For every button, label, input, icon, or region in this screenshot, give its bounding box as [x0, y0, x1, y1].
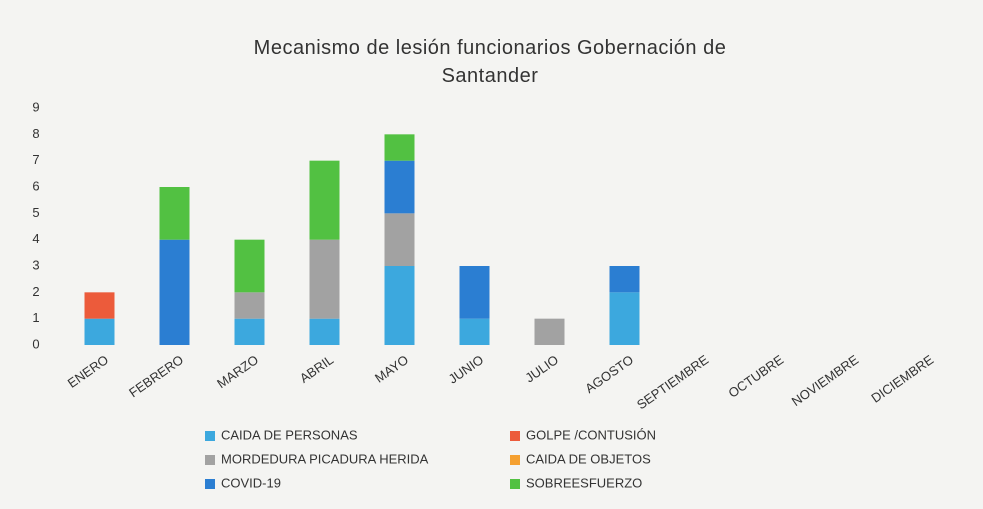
- legend-swatch: [510, 431, 520, 441]
- legend-swatch: [205, 479, 215, 489]
- bar-segment: [309, 239, 340, 319]
- y-tick-label: 3: [32, 257, 39, 272]
- bar-segment: [534, 318, 565, 345]
- y-tick-label: 9: [32, 99, 39, 114]
- legend-label: GOLPE /CONTUSIÓN: [526, 427, 656, 442]
- y-tick-label: 4: [32, 231, 39, 246]
- bar-segment: [459, 318, 490, 345]
- bar-segment: [384, 160, 415, 214]
- bar-segment: [159, 239, 190, 345]
- x-tick-label: NOVIEMBRE: [789, 352, 862, 409]
- x-tick-label: MAYO: [372, 352, 411, 386]
- bar-segment: [234, 318, 265, 345]
- y-tick-label: 6: [32, 178, 39, 193]
- x-tick-label: AGOSTO: [582, 352, 636, 396]
- x-tick-label: DICIEMBRE: [868, 352, 936, 406]
- x-tick-label: SEPTIEMBRE: [634, 352, 712, 413]
- legend-label: CAIDA DE OBJETOS: [526, 451, 651, 466]
- legend-swatch: [205, 455, 215, 465]
- legend-swatch: [510, 455, 520, 465]
- legend-label: CAIDA DE PERSONAS: [221, 427, 358, 442]
- y-tick-label: 5: [32, 205, 39, 220]
- x-tick-label: OCTUBRE: [726, 352, 787, 401]
- y-tick-label: 7: [32, 152, 39, 167]
- bar-segment: [384, 213, 415, 266]
- x-tick-label: JUNIO: [446, 352, 487, 387]
- y-tick-label: 0: [32, 336, 39, 351]
- x-tick-label: ENERO: [65, 352, 111, 391]
- bar-segment: [459, 266, 490, 319]
- x-tick-label: JULIO: [522, 352, 561, 385]
- bar-segment: [384, 266, 415, 345]
- legend-swatch: [510, 479, 520, 489]
- bar-segment: [234, 239, 265, 293]
- bar-segment: [609, 292, 640, 345]
- bar-segment: [84, 318, 115, 345]
- bar-segment: [159, 187, 190, 240]
- bar-segment: [609, 266, 640, 293]
- legend-label: MORDEDURA PICADURA HERIDA: [221, 451, 429, 466]
- bar-segment: [309, 318, 340, 345]
- bar-segment: [84, 292, 115, 319]
- x-tick-label: MARZO: [214, 352, 261, 391]
- x-tick-label: ABRIL: [297, 352, 336, 386]
- legend-label: SOBREESFUERZO: [526, 475, 642, 490]
- bar-segment: [309, 160, 340, 240]
- chart-title: Mecanismo de lesión funcionarios Goberna…: [253, 37, 727, 87]
- legend-label: COVID-19: [221, 475, 281, 490]
- bar-segment: [234, 292, 265, 319]
- y-tick-label: 8: [32, 126, 39, 141]
- legend-swatch: [205, 431, 215, 441]
- bar-segment: [384, 134, 415, 161]
- y-tick-label: 1: [32, 310, 39, 325]
- y-tick-label: 2: [32, 284, 39, 299]
- x-tick-label: FEBRERO: [126, 352, 186, 400]
